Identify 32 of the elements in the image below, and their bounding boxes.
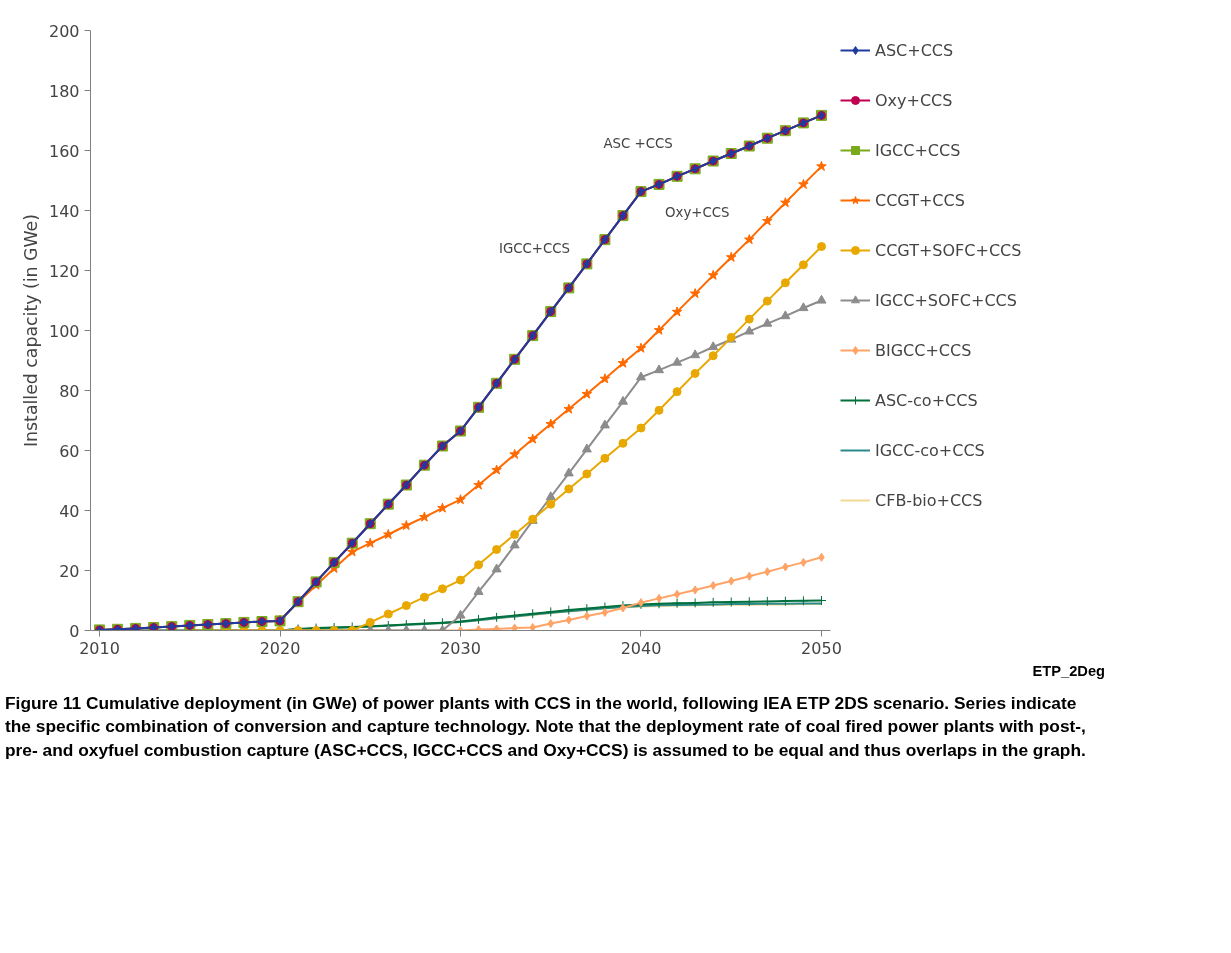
y-tick-label: 200 bbox=[48, 21, 80, 41]
y-tick-label: 0 bbox=[69, 621, 80, 641]
x-tick-label: 2050 bbox=[801, 638, 842, 658]
annotation: Oxy+CCS bbox=[665, 204, 730, 220]
legend-label: IGCC+SOFC+CCS bbox=[875, 290, 1017, 310]
caption: Figure 11 Cumulative deployment (in GWe) of power plants with CCS in the world, following IEA ETP 2DS scenario. Series indicate the specific combination of conversion and capture technology. Note that the deployment rate of coal fired power plants with post-, pre- and oxyfuel combustion capture (ASC+CCS, IGCC+CCS and Oxy+CCS) is assumed to be equal and thus overlaps in the graph. bbox=[5, 691, 1087, 762]
y-tick-label: 40 bbox=[59, 501, 80, 521]
y-tick-label: 120 bbox=[48, 261, 80, 281]
legend-label: IGCC-co+CCS bbox=[875, 440, 985, 460]
y-tick-label: 20 bbox=[59, 561, 80, 581]
legend-label: IGCC+CCS bbox=[875, 140, 961, 160]
x-tick-label: 2020 bbox=[259, 638, 301, 658]
legend-label: CFB-bio+CCS bbox=[875, 490, 983, 510]
x-tick-label: 2010 bbox=[79, 638, 120, 658]
y-tick-label: 180 bbox=[48, 81, 80, 101]
x-tick-label: 2030 bbox=[440, 638, 481, 658]
legend-label: CCGT+CCS bbox=[875, 190, 965, 210]
legend-label: ASC+CCS bbox=[875, 40, 954, 60]
legend-label: Oxy+CCS bbox=[875, 90, 953, 110]
x-tick-label: 2040 bbox=[620, 638, 662, 658]
legend-label: ASC-co+CCS bbox=[875, 390, 978, 410]
y-tick-label: 60 bbox=[59, 441, 80, 461]
text: ETP_2Deg bbox=[1031, 662, 1105, 681]
y-tick-label: 100 bbox=[48, 321, 80, 341]
legend-label: BIGCC+CCS bbox=[875, 340, 972, 360]
y-tick-label: 80 bbox=[59, 381, 80, 401]
y-axis-title: Installed capacity (in GWe) bbox=[20, 213, 41, 448]
y-tick-label: 160 bbox=[48, 141, 80, 161]
annotation: IGCC+CCS bbox=[498, 240, 571, 256]
legend-label: CCGT+SOFC+CCS bbox=[875, 240, 1022, 260]
annotation: ASC +CCS bbox=[603, 135, 673, 151]
y-tick-label: 140 bbox=[48, 201, 80, 221]
